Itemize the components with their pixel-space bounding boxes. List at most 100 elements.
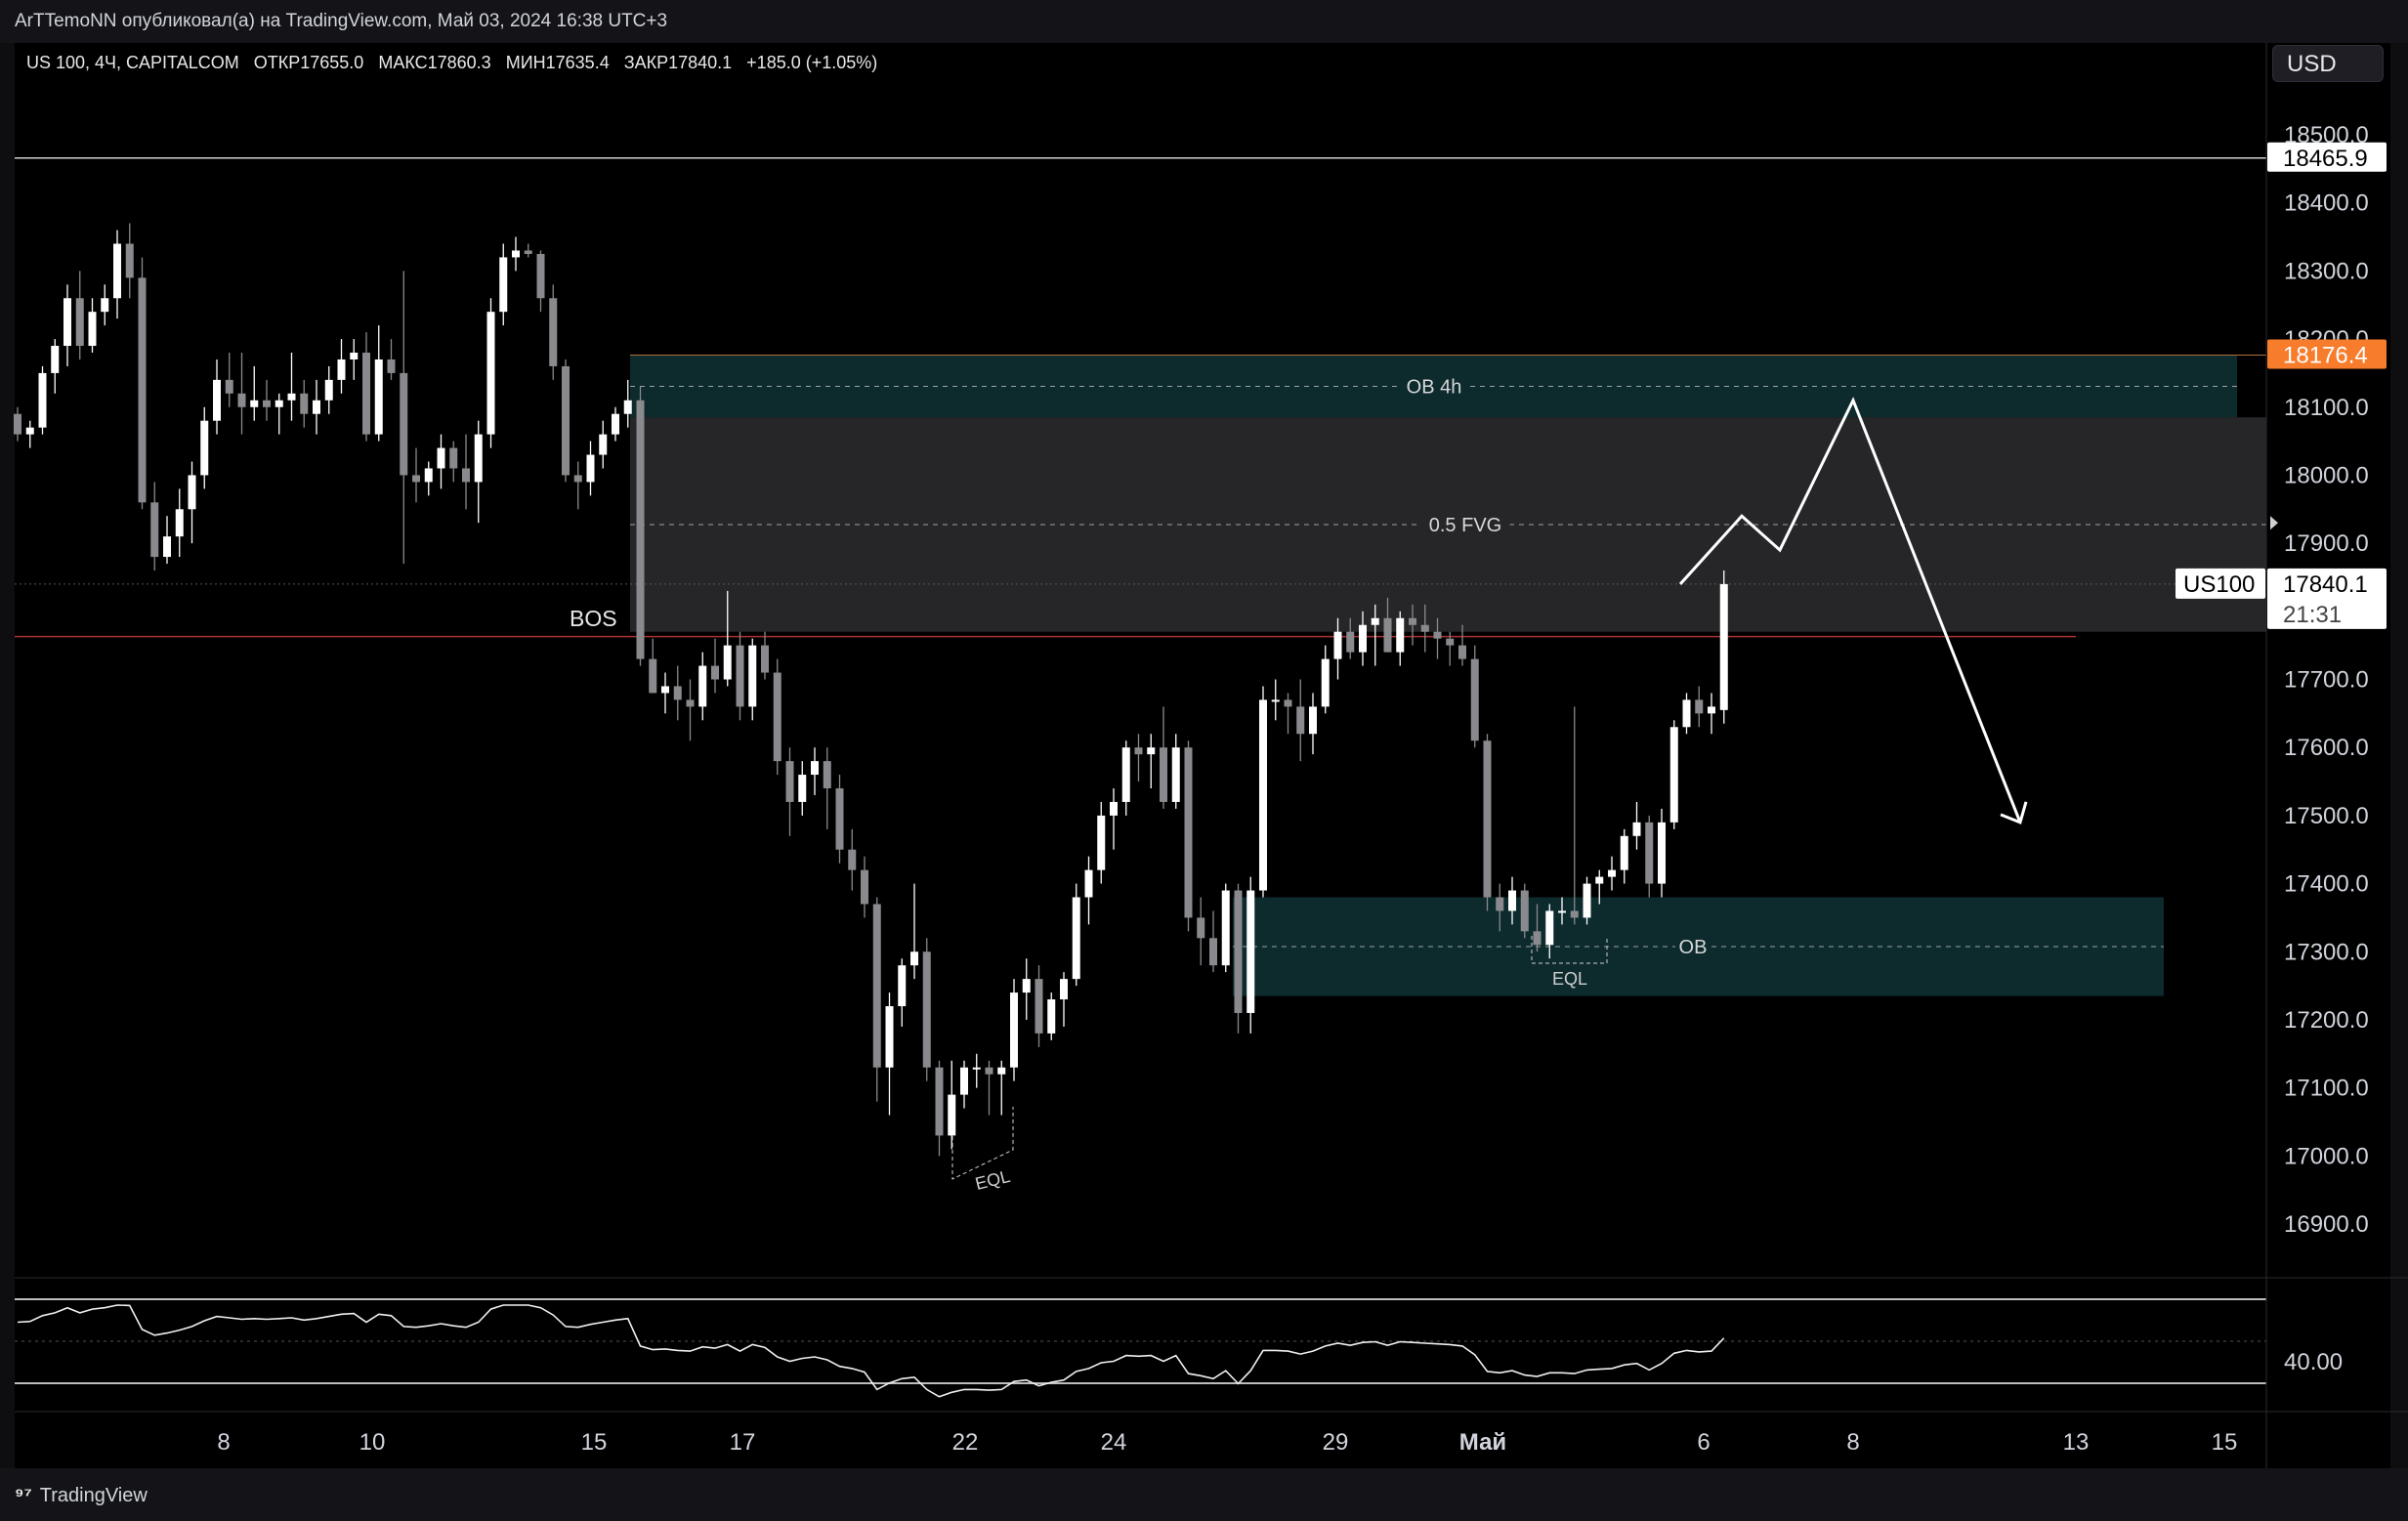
time-axis: 8 10 15 17 22 24 29 Май 6 8 13 15 <box>15 1411 2408 1456</box>
candle-body <box>1197 917 1205 939</box>
candle-body <box>1396 617 1405 653</box>
candle-body <box>549 298 558 366</box>
y-tick-label: 18100.0 <box>2284 395 2369 421</box>
price-label-bg-1 <box>2267 339 2387 369</box>
candle-body <box>474 434 483 483</box>
x-tick-label: 8 <box>217 1429 230 1456</box>
symbol-tag: US100 <box>2183 571 2255 598</box>
tv-logo-icon: ⁹⁷ <box>15 1485 32 1506</box>
x-tick-label: 10 <box>359 1429 386 1456</box>
change-value: +185.0 (+1.05%) <box>746 53 878 72</box>
candle-body <box>512 250 520 258</box>
candle-body <box>1483 740 1492 898</box>
annotations-layer: BOS EQL EQL <box>570 397 2278 1194</box>
candle-body <box>898 965 907 1006</box>
brand-label: TradingView <box>39 1485 148 1506</box>
candle-body <box>1321 658 1330 707</box>
candle-body <box>1496 897 1504 911</box>
zone-label-bg-0 <box>1400 373 1468 398</box>
candle-body <box>1695 699 1704 714</box>
candle-body <box>823 761 831 788</box>
y-tick-label: 17500.0 <box>2284 803 2369 829</box>
candle-body <box>400 372 408 476</box>
x-tick-label: 8 <box>1846 1429 1859 1456</box>
candle-body <box>1309 706 1317 735</box>
candle-body <box>848 849 857 870</box>
top-bar: ArTTemoNN опубликовал(а) на TradingView.… <box>0 0 2408 43</box>
candle-body <box>1570 910 1579 918</box>
candle-body <box>536 253 545 299</box>
candle-body <box>1333 631 1342 659</box>
candle-body <box>1620 835 1628 870</box>
candle-body <box>125 243 134 278</box>
bottom-bar: ⁹⁷ TradingView <box>0 1468 2408 1521</box>
rsi-line <box>17 1304 1725 1398</box>
candle-body <box>1160 747 1167 802</box>
symbol-info-line: US 100, 4Ч, CAPITALCOM ОТКР17655.0 МАКС1… <box>26 53 887 73</box>
candle-body <box>1520 890 1529 932</box>
candle-body <box>300 393 309 414</box>
tradingview-logo[interactable]: ⁹⁷ TradingView <box>15 1485 148 1507</box>
candle-body <box>872 904 881 1068</box>
candle-body <box>200 420 209 476</box>
currency-button[interactable]: USD <box>2272 45 2384 82</box>
x-tick-label: 29 <box>1323 1429 1349 1456</box>
candle-body <box>1446 638 1455 646</box>
candle-body <box>175 509 184 537</box>
symbol-tag-bg <box>2176 568 2265 599</box>
low-value: МИН17635.4 <box>505 53 610 72</box>
candle-body <box>1121 747 1130 802</box>
x-tick-label: 6 <box>1697 1429 1710 1456</box>
symbol-name[interactable]: US 100, 4Ч, CAPITALCOM <box>26 53 239 72</box>
rsi-value-label: 40.00 <box>2284 1349 2343 1375</box>
candle-body <box>263 400 271 407</box>
x-tick-label: Май <box>1459 1429 1506 1456</box>
eql-bracket-1 <box>951 1107 1014 1180</box>
candle-body <box>612 413 619 435</box>
zone-label-bg-1 <box>1420 511 1510 535</box>
candle-body <box>1221 890 1230 966</box>
y-tick-label: 18400.0 <box>2284 190 2369 217</box>
candle-body <box>412 475 420 483</box>
candle-body <box>736 645 744 707</box>
candle-body <box>1669 727 1678 823</box>
candle-body <box>922 951 931 1068</box>
x-tick-label: 24 <box>1101 1429 1127 1456</box>
candle-body <box>225 379 233 394</box>
candle-body <box>362 353 370 435</box>
candle-body <box>1209 938 1217 966</box>
candle-body <box>499 257 508 313</box>
candle-body <box>387 359 396 373</box>
candle-body <box>313 400 320 414</box>
zone-label-0: OB 4h <box>1407 376 1462 398</box>
candle-body <box>1359 624 1367 653</box>
candle-body <box>113 243 121 299</box>
candle-body <box>798 775 807 802</box>
price-axis: 18500.018400.018300.018200.018100.018000… <box>2176 43 2387 1468</box>
candle-body <box>1035 979 1043 1034</box>
candle-body <box>972 1067 981 1070</box>
x-tick-label: 15 <box>2212 1429 2238 1456</box>
candle-body <box>1583 883 1591 918</box>
candle-body <box>1147 747 1156 755</box>
candle-body <box>1097 815 1106 870</box>
close-value: ЗАКР17840.1 <box>623 53 733 72</box>
candle-body <box>748 645 757 707</box>
candle-body <box>1234 890 1243 1013</box>
candle-body <box>1558 910 1566 913</box>
scroll-right-marker <box>2270 516 2278 530</box>
candle-body <box>250 400 259 407</box>
candle-body <box>686 699 695 707</box>
candle-body <box>1022 979 1031 993</box>
candle-body <box>1346 631 1355 653</box>
candle-body <box>1383 617 1392 653</box>
y-tick-label: 16900.0 <box>2284 1211 2369 1238</box>
price-label-2: 17840.1 <box>2283 571 2368 598</box>
candle-body <box>350 353 359 359</box>
y-tick-label: 17300.0 <box>2284 939 2369 965</box>
candle-body <box>997 1067 1006 1075</box>
candle-body <box>1645 822 1654 884</box>
zone-label-1: 0.5 FVG <box>1429 515 1501 536</box>
candle-body <box>324 379 333 401</box>
